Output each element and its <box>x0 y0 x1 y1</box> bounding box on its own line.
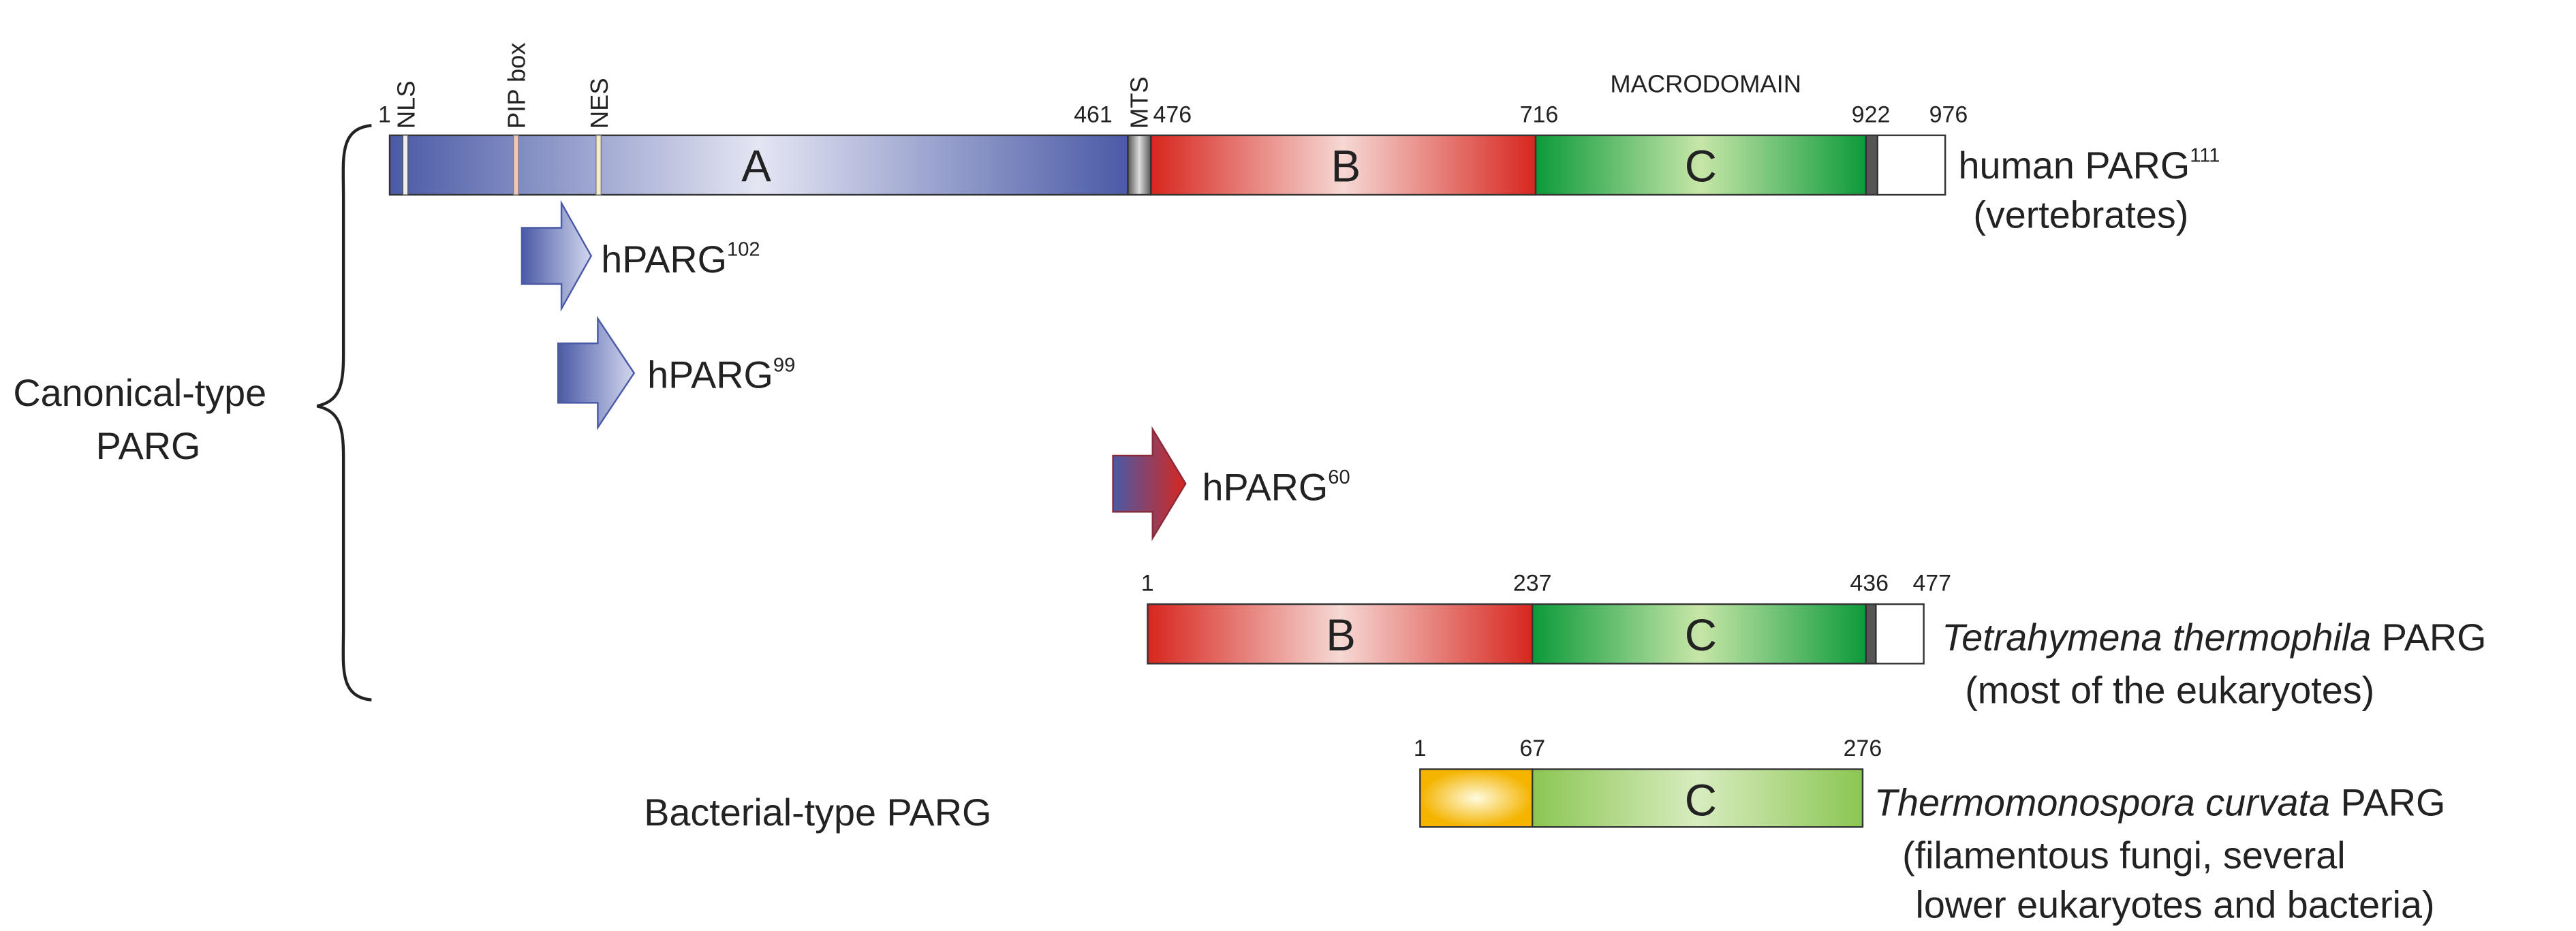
position: 67 <box>1519 736 1545 761</box>
domain-label: B <box>1326 610 1356 660</box>
protein-note: (most of the eukaryotes) <box>1965 669 2374 712</box>
suffix: PARG <box>2330 781 2445 823</box>
isoform-arrow <box>557 315 636 430</box>
protein-name: Tetrahymena thermophila PARG <box>1942 616 2486 659</box>
position: 716 <box>1520 101 1559 127</box>
human-bar <box>388 134 1946 196</box>
domain-label: C <box>1685 775 1717 825</box>
isoform-label: hPARG60 <box>1202 466 1350 508</box>
name: hPARG <box>1202 466 1328 508</box>
superscript: 60 <box>1328 467 1350 488</box>
position: 1 <box>378 101 391 127</box>
protein-note: lower eukaryotes and bacteria) <box>1916 884 2435 926</box>
position: 477 <box>1912 571 1951 597</box>
name: hPARG <box>601 238 727 281</box>
protein-name: human PARG111 <box>1959 144 2220 187</box>
feature-label: NES <box>585 78 613 129</box>
feature-label: NLS <box>392 80 420 129</box>
name: human PARG <box>1959 144 2190 187</box>
domain-label: B <box>1331 142 1361 191</box>
name: hPARG <box>647 354 773 396</box>
brace <box>316 124 372 701</box>
position: 1 <box>1141 571 1154 597</box>
suffix: PARG <box>2371 616 2486 659</box>
group-label: Bacterial-type PARG <box>644 791 991 834</box>
protein-name: Thermomonospora curvata PARG <box>1874 781 2445 823</box>
group-label: Canonical-type <box>13 372 266 414</box>
domain-label: C <box>1685 610 1717 660</box>
superscript: 102 <box>727 239 760 261</box>
position: 237 <box>1513 571 1552 597</box>
isoform-label: hPARG102 <box>601 238 760 281</box>
species: Tetrahymena thermophila <box>1942 616 2371 659</box>
feature-label: MTS <box>1125 76 1153 129</box>
position: 476 <box>1153 101 1192 127</box>
protein-note: (vertebrates) <box>1973 193 2188 236</box>
domain-label: A <box>741 142 771 191</box>
protein-note: (filamentous fungi, several <box>1902 834 2346 877</box>
superscript: 99 <box>773 354 795 376</box>
isoform-arrow <box>1112 426 1187 541</box>
isoform-arrow <box>521 200 593 312</box>
domain-label: C <box>1685 142 1717 191</box>
position: 461 <box>1074 101 1113 127</box>
position: 1 <box>1414 736 1427 761</box>
position: 276 <box>1844 736 1882 761</box>
tetrahymena-bar <box>1147 603 1925 665</box>
group-label: PARG <box>96 425 201 467</box>
position: 976 <box>1929 101 1968 127</box>
thermomonospora-bar <box>1419 768 1864 828</box>
isoform-label: hPARG99 <box>647 354 795 396</box>
region-label: MACRODOMAIN <box>1610 70 1801 98</box>
position: 436 <box>1850 571 1889 597</box>
feature-label: PIP box <box>503 42 531 129</box>
species: Thermomonospora curvata <box>1874 781 2330 823</box>
superscript: 111 <box>2190 145 2220 167</box>
position: 922 <box>1852 101 1891 127</box>
